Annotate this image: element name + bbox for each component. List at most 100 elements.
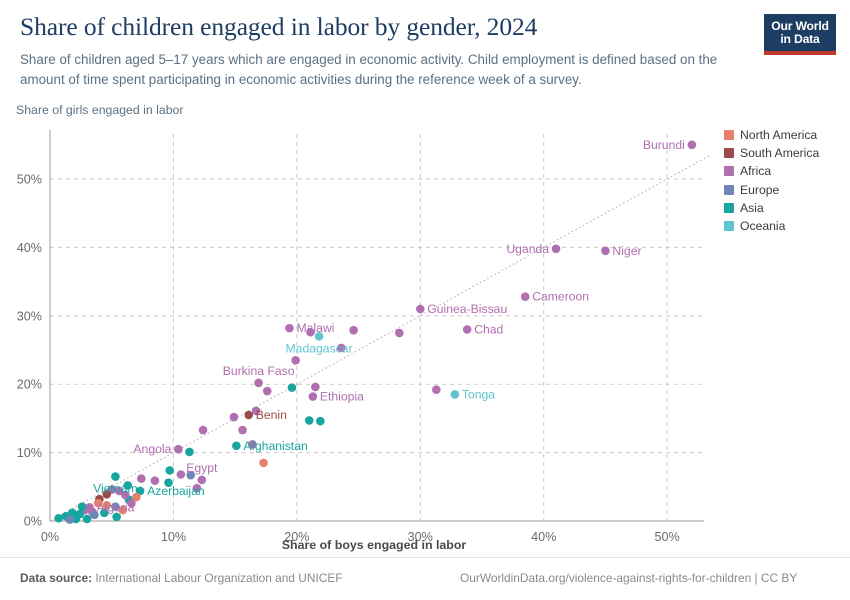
scatter-point[interactable] xyxy=(127,498,136,508)
scatter-point[interactable] xyxy=(311,382,320,392)
scatter-point[interactable] xyxy=(395,328,404,338)
scatter-point[interactable] xyxy=(185,447,194,457)
scatter-point[interactable] xyxy=(93,498,103,508)
point-label: Algeria xyxy=(96,500,134,514)
scatter-point[interactable] xyxy=(165,466,175,475)
scatter-point[interactable] xyxy=(314,332,324,341)
scatter-point[interactable] xyxy=(291,355,300,365)
scatter-point[interactable] xyxy=(65,515,75,524)
y-axis-title: Share of girls engaged in labor xyxy=(16,103,184,117)
legend-item-asia[interactable]: Asia xyxy=(724,201,840,215)
scatter-point[interactable] xyxy=(238,425,247,435)
legend-swatch-icon xyxy=(724,166,734,177)
legend-label: Africa xyxy=(740,164,772,179)
x-tick-label: 50% xyxy=(655,530,680,544)
point-label: Vietnam xyxy=(93,482,138,496)
page-title: Share of children engaged in labor by ge… xyxy=(20,12,538,41)
scatter-point[interactable] xyxy=(520,292,530,301)
scatter-point[interactable] xyxy=(248,440,257,449)
y-tick-label: 50% xyxy=(17,173,42,187)
scatter-point[interactable] xyxy=(262,386,272,396)
scatter-point[interactable] xyxy=(90,510,99,520)
legend-item-north-america[interactable]: North America xyxy=(724,128,840,142)
point-label: Uganda xyxy=(506,242,549,256)
scatter-point[interactable] xyxy=(77,502,87,511)
scatter-point[interactable] xyxy=(192,483,202,493)
scatter-point[interactable] xyxy=(137,474,146,483)
legend-item-oceania[interactable]: Oceania xyxy=(724,219,840,233)
scatter-point[interactable] xyxy=(123,481,133,490)
scatter-point[interactable] xyxy=(229,412,239,422)
scatter-point[interactable] xyxy=(100,508,109,518)
legend-swatch-icon xyxy=(724,184,734,195)
legend-label: North America xyxy=(740,128,818,142)
legend-item-africa[interactable]: Africa xyxy=(724,164,840,178)
scatter-point[interactable] xyxy=(198,425,208,435)
legend-label: South America xyxy=(740,146,820,161)
scatter-point[interactable] xyxy=(251,406,261,416)
scatter-point[interactable] xyxy=(186,470,196,480)
chart-header: Share of children engaged in labor by ge… xyxy=(20,12,760,89)
scatter-point[interactable] xyxy=(287,383,297,392)
scatter-point[interactable] xyxy=(450,390,460,399)
scatter-point[interactable] xyxy=(114,486,124,496)
scatter-point[interactable] xyxy=(176,470,186,479)
scatter-point[interactable] xyxy=(304,416,314,425)
owid-logo[interactable]: Our World in Data xyxy=(764,14,836,55)
scatter-point[interactable] xyxy=(197,475,207,485)
scatter-point[interactable] xyxy=(551,244,561,254)
footer-url[interactable]: OurWorldinData.org/violence-against-righ… xyxy=(460,571,798,585)
chart-footer: Data source: International Labour Organi… xyxy=(0,557,850,600)
scatter-point[interactable] xyxy=(316,416,325,426)
scatter-point[interactable] xyxy=(259,458,268,468)
legend-swatch-icon xyxy=(724,148,734,159)
scatter-point[interactable] xyxy=(150,476,160,485)
scatter-point[interactable] xyxy=(111,472,120,481)
scatter-point[interactable] xyxy=(415,304,425,314)
y-tick-label: 20% xyxy=(17,378,42,392)
scatter-point[interactable] xyxy=(111,502,120,511)
point-label: Madagascar xyxy=(286,341,353,355)
scatter-point[interactable] xyxy=(164,478,173,488)
scatter-point[interactable] xyxy=(120,490,130,500)
scatter-point[interactable] xyxy=(132,492,141,502)
plot-area: 0% 10% 20% 30% 40% 50% 0% 10% 20% 30% 40% 50% Burund… xyxy=(17,128,711,544)
scatter-point[interactable] xyxy=(174,444,183,454)
scatter-point[interactable] xyxy=(306,327,315,337)
point-label: Malawi xyxy=(296,321,334,335)
point-label: Guinea-Bissau xyxy=(427,302,507,316)
point-label: Burkina Faso xyxy=(223,364,295,378)
point-label: Burundi xyxy=(643,138,685,152)
scatter-point[interactable] xyxy=(102,490,112,499)
legend-item-europe[interactable]: Europe xyxy=(724,183,840,197)
scatter-point[interactable] xyxy=(118,505,128,515)
scatter-point[interactable] xyxy=(285,323,294,333)
logo-line-1: Our World xyxy=(771,18,829,33)
logo-line-2: in Data xyxy=(780,31,820,46)
x-tick-label: 30% xyxy=(408,530,433,544)
scatter-point[interactable] xyxy=(82,514,92,524)
scatter-point[interactable] xyxy=(336,343,346,353)
point-label: Cameroon xyxy=(532,290,589,304)
scatter-point[interactable] xyxy=(54,513,63,523)
scatter-point[interactable] xyxy=(687,140,697,150)
legend-label: Europe xyxy=(740,182,780,197)
scatter-point[interactable] xyxy=(254,378,263,388)
point-label: Niger xyxy=(612,244,641,258)
legend-swatch-icon xyxy=(724,130,734,140)
scatter-point[interactable] xyxy=(232,441,241,451)
y-tick-label: 10% xyxy=(17,446,42,460)
scatter-point[interactable] xyxy=(308,392,318,401)
scatter-point[interactable] xyxy=(244,410,254,420)
legend-item-south-america[interactable]: South America xyxy=(724,146,840,160)
y-tick-label: 30% xyxy=(17,309,42,323)
scatter-point[interactable] xyxy=(462,325,472,334)
scatter-point[interactable] xyxy=(102,500,112,510)
scatter-plot-svg[interactable]: 0% 10% 20% 30% 40% 50% 0% 10% 20% 30% 40% 50% Burund… xyxy=(17,128,711,544)
scatter-point[interactable] xyxy=(432,385,441,394)
scatter-point[interactable] xyxy=(349,325,358,335)
data-source: Data source: International Labour Organi… xyxy=(20,571,343,585)
scatter-point[interactable] xyxy=(601,246,610,256)
scatter-point[interactable] xyxy=(112,512,121,522)
